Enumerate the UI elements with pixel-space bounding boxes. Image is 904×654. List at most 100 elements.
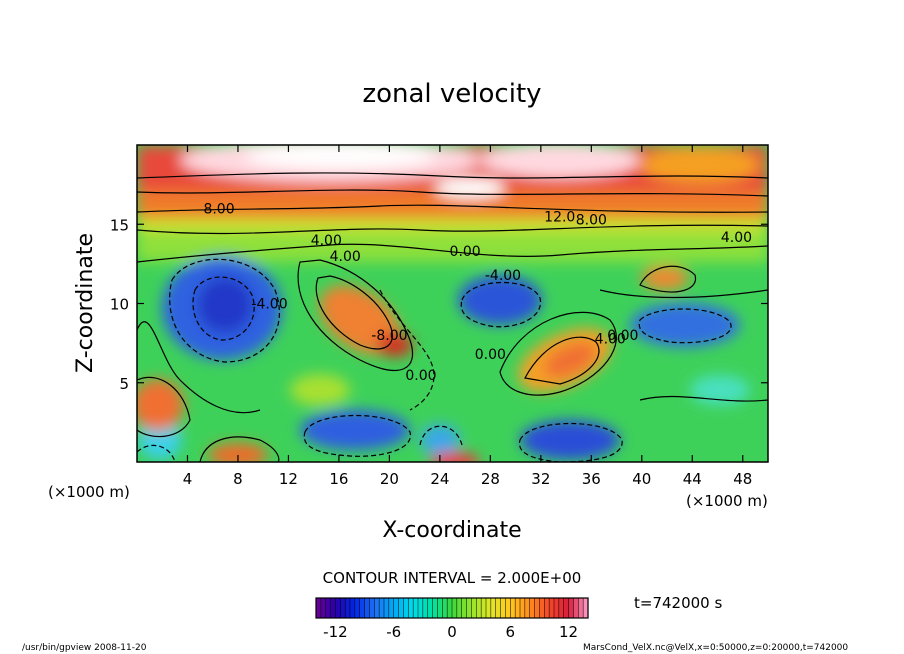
contour-label: 0.00 bbox=[405, 368, 436, 384]
colorbar-swatch bbox=[437, 597, 443, 619]
y-axis-label: Z-coordinate bbox=[73, 233, 98, 373]
colorbar-swatch bbox=[422, 597, 429, 619]
colorbar-swatch bbox=[495, 597, 502, 619]
contour-label: 4.00 bbox=[595, 331, 626, 347]
contour-label: 4.00 bbox=[330, 249, 361, 265]
colorbar-swatch bbox=[500, 597, 506, 619]
colorbar-swatch bbox=[485, 597, 492, 619]
colorbar-swatch bbox=[573, 597, 579, 619]
colorbar-swatch bbox=[471, 597, 477, 619]
colorbar-swatch bbox=[388, 597, 395, 619]
colorbar-swatch bbox=[514, 597, 521, 619]
colorbar-swatch bbox=[412, 597, 419, 619]
colorbar-swatch bbox=[340, 597, 346, 619]
colorbar-swatch bbox=[417, 597, 424, 619]
colorbar-swatch bbox=[539, 597, 545, 619]
colorbar-swatch bbox=[344, 597, 351, 619]
colorbar-swatch bbox=[374, 597, 380, 619]
colorbar-swatch bbox=[408, 597, 414, 619]
colorbar-swatch bbox=[427, 597, 434, 619]
footer-left: /usr/bin/gpview 2008-11-20 bbox=[22, 643, 147, 653]
plot-area: 8.00 12.0 8.004.004.004.00-4.000.00-4.00-8… bbox=[137, 145, 768, 462]
colorbar-swatch bbox=[456, 597, 463, 619]
y-tick-label: 10 bbox=[110, 296, 129, 314]
colorbar-tick-label: 0 bbox=[447, 623, 457, 641]
x-axis-label: X-coordinate bbox=[382, 518, 521, 543]
colorbar-swatch bbox=[578, 597, 584, 619]
colorbar-swatch bbox=[490, 597, 497, 619]
contour-label: -4.00 bbox=[251, 297, 287, 313]
x-axis: 4 8 12 16 20 24 28 32 36 40 44 48 bbox=[183, 145, 752, 488]
y-tick-label: 15 bbox=[110, 216, 129, 234]
colorbar-swatch bbox=[354, 597, 361, 619]
colorbar-swatch bbox=[383, 597, 390, 619]
colorbar-ticks: -12 -6 0 6 12 bbox=[323, 623, 578, 641]
contour-labels: 8.00 12.0 8.004.004.004.00-4.000.00-4.00-8… bbox=[203, 201, 752, 383]
footer-right: MarsCond_VelX.nc@VelX,x=0:50000,z=0:2000… bbox=[583, 643, 848, 653]
colorbar-tick-label: -12 bbox=[323, 623, 348, 641]
contour-label: 4.00 bbox=[311, 233, 342, 249]
x-tick-label: 48 bbox=[733, 470, 752, 488]
x-tick-label: 44 bbox=[683, 470, 702, 488]
contour-label: 0.00 bbox=[450, 244, 481, 260]
x-tick-label: 4 bbox=[183, 470, 193, 488]
colorbar-tick-label: 12 bbox=[559, 623, 578, 641]
contour-label: -8.00 bbox=[371, 328, 407, 344]
colorbar-swatch bbox=[568, 597, 574, 619]
colorbar-swatch bbox=[505, 597, 511, 619]
colorbar-swatch bbox=[320, 597, 327, 619]
contour-interval: CONTOUR INTERVAL = 2.000E+00 bbox=[323, 569, 582, 587]
colorbar-swatch bbox=[442, 597, 448, 619]
colorbar-swatch bbox=[519, 597, 526, 619]
colorbar-swatch bbox=[403, 597, 409, 619]
chart-title: zonal velocity bbox=[362, 79, 541, 109]
x-tick-label: 32 bbox=[531, 470, 550, 488]
colorbar-tick-label: 6 bbox=[506, 623, 516, 641]
colorbar-swatch bbox=[558, 597, 565, 619]
colorbar bbox=[315, 597, 589, 619]
colorbar-swatch bbox=[335, 597, 341, 619]
colorbar-swatch bbox=[369, 597, 375, 619]
x-tick-label: 40 bbox=[632, 470, 651, 488]
contour-label: 0.00 bbox=[607, 328, 638, 344]
colorbar-swatch bbox=[325, 597, 332, 619]
x-tick-label: 28 bbox=[481, 470, 500, 488]
colorbar-swatch bbox=[393, 597, 400, 619]
colorbar-tick-label: -6 bbox=[386, 623, 401, 641]
x-tick-label: 16 bbox=[329, 470, 348, 488]
contour-label: 8.00 bbox=[203, 201, 234, 217]
colorbar-swatch bbox=[451, 597, 458, 619]
negative-contour-lines bbox=[137, 258, 732, 462]
colorbar-swatch bbox=[548, 597, 555, 619]
x-tick-label: 12 bbox=[279, 470, 298, 488]
colorbar-swatch bbox=[476, 597, 482, 619]
colorbar-swatch bbox=[544, 597, 550, 619]
contour-label: 8.00 bbox=[576, 212, 607, 228]
colorbar-swatch bbox=[349, 597, 356, 619]
contour-lines bbox=[137, 172, 768, 462]
colorbar-swatch bbox=[359, 597, 366, 619]
colorbar-swatch bbox=[315, 597, 322, 619]
colorbar-swatch bbox=[330, 597, 336, 619]
colorbar-swatch bbox=[461, 597, 468, 619]
x-tick-label: 36 bbox=[582, 470, 601, 488]
colorbar-frame bbox=[315, 597, 589, 619]
contour-label: 0.00 bbox=[475, 347, 506, 363]
time-label: t=742000 s bbox=[634, 594, 722, 612]
colorbar-swatch bbox=[524, 597, 531, 619]
colorbar-swatch bbox=[432, 597, 438, 619]
velocity-field bbox=[137, 145, 768, 462]
y-tick-label: 5 bbox=[119, 375, 129, 393]
x-unit-right: (×1000 m) bbox=[686, 492, 768, 510]
y-axis: 5 10 15 bbox=[110, 216, 768, 393]
x-tick-label: 24 bbox=[430, 470, 449, 488]
colorbar-swatch bbox=[529, 597, 536, 619]
colorbar-swatch bbox=[378, 597, 385, 619]
colorbar-swatch bbox=[364, 597, 370, 619]
colorbar-swatch bbox=[510, 597, 516, 619]
contour-label: 12.0 bbox=[544, 209, 575, 225]
colorbar-swatch bbox=[534, 597, 540, 619]
x-tick-label: 20 bbox=[380, 470, 399, 488]
colorbar-swatch bbox=[466, 597, 472, 619]
